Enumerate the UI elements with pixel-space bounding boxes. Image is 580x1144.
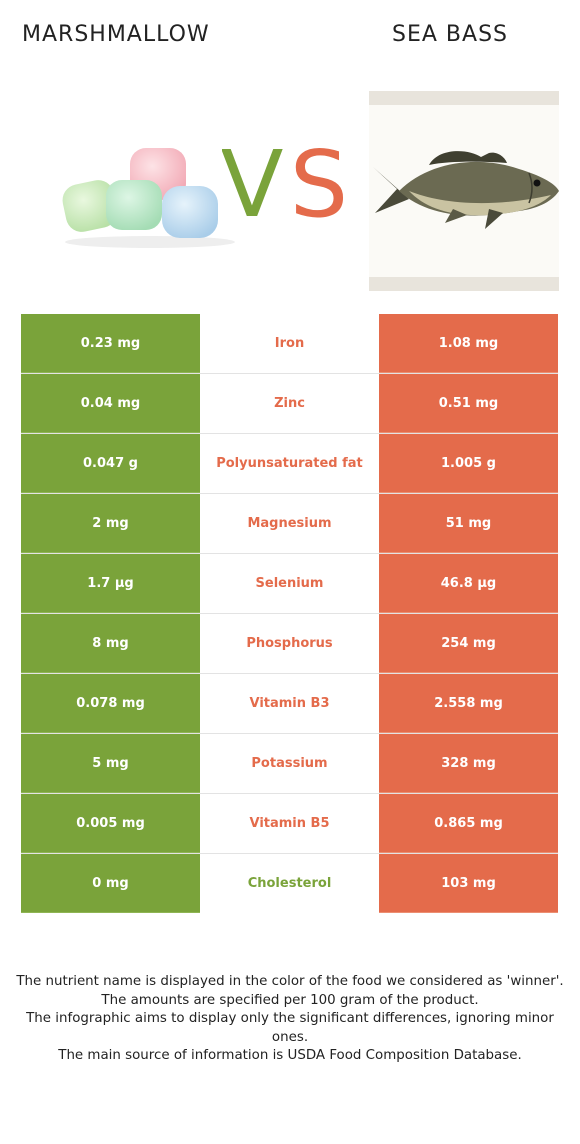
nutrient-name: Selenium (200, 554, 379, 613)
vs-v: V (222, 131, 284, 228)
table-row: 5 mg Potassium 328 mg (21, 734, 558, 794)
table-row: 0.078 mg Vitamin B3 2.558 mg (21, 674, 558, 734)
right-value: 1.08 mg (379, 314, 558, 373)
left-food-title: MARSHMALLOW (22, 22, 210, 47)
vs-s: S (290, 131, 348, 228)
nutrient-name: Phosphorus (200, 614, 379, 673)
nutrient-name: Polyunsaturated fat (200, 434, 379, 493)
sea-bass-image (369, 91, 559, 291)
left-value: 0.23 mg (21, 314, 200, 373)
left-value: 8 mg (21, 614, 200, 673)
right-value: 51 mg (379, 494, 558, 553)
nutrient-name: Potassium (200, 734, 379, 793)
right-value: 1.005 g (379, 434, 558, 493)
table-row: 0.005 mg Vitamin B5 0.865 mg (21, 794, 558, 854)
nutrient-name: Zinc (200, 374, 379, 433)
left-value: 0.078 mg (21, 674, 200, 733)
table-row: 1.7 µg Selenium 46.8 µg (21, 554, 558, 614)
left-value: 0.047 g (21, 434, 200, 493)
nutrient-name: Cholesterol (200, 854, 379, 913)
left-value: 0 mg (21, 854, 200, 913)
table-row: 0 mg Cholesterol 103 mg (21, 854, 558, 913)
marshmallow-image (62, 148, 235, 248)
footer-line-3: The infographic aims to display only the… (26, 1011, 554, 1045)
right-value: 2.558 mg (379, 674, 558, 733)
nutrient-name: Vitamin B5 (200, 794, 379, 853)
right-value: 46.8 µg (379, 554, 558, 613)
left-value: 2 mg (21, 494, 200, 553)
table-row: 2 mg Magnesium 51 mg (21, 494, 558, 554)
footer-line-4: The main source of information is USDA F… (58, 1048, 522, 1063)
left-value: 5 mg (21, 734, 200, 793)
nutrient-name: Vitamin B3 (200, 674, 379, 733)
right-value: 328 mg (379, 734, 558, 793)
vs-graphic: V S (222, 131, 348, 228)
right-value: 254 mg (379, 614, 558, 673)
nutrient-name: Magnesium (200, 494, 379, 553)
comparison-table: 0.23 mg Iron 1.08 mg 0.04 mg Zinc 0.51 mg 0.04… (21, 314, 558, 913)
table-row: 0.047 g Polyunsaturated fat 1.005 g (21, 434, 558, 494)
footer-line-2: The amounts are specified per 100 gram o… (101, 992, 479, 1008)
footer-notes: The nutrient name is displayed in the co… (14, 973, 566, 1066)
right-food-title: SEA BASS (392, 22, 508, 47)
right-value: 0.51 mg (379, 374, 558, 433)
left-value: 1.7 µg (21, 554, 200, 613)
table-row: 8 mg Phosphorus 254 mg (21, 614, 558, 674)
left-value: 0.005 mg (21, 794, 200, 853)
table-row: 0.23 mg Iron 1.08 mg (21, 314, 558, 374)
footer-line-1: The nutrient name is displayed in the co… (16, 974, 564, 989)
right-value: 0.865 mg (379, 794, 558, 853)
right-value: 103 mg (379, 854, 558, 913)
nutrient-name: Iron (200, 314, 379, 373)
left-value: 0.04 mg (21, 374, 200, 433)
table-row: 0.04 mg Zinc 0.51 mg (21, 374, 558, 434)
